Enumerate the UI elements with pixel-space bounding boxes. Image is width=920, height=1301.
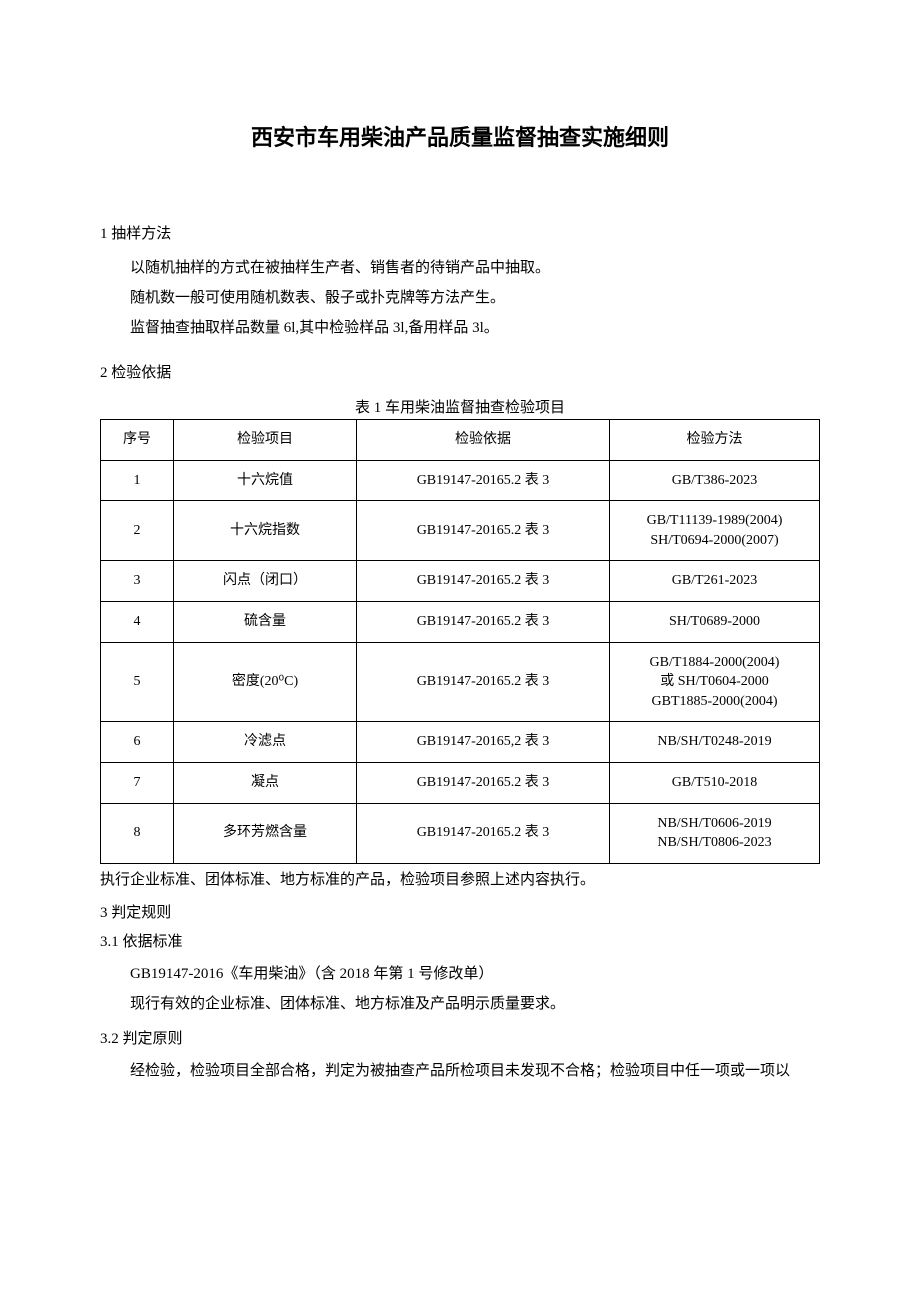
table-row: 6 冷滤点 GB19147-20165,2 表 3 NB/SH/T0248-20… — [101, 722, 820, 763]
cell-item: 密度(20⁰C) — [174, 642, 357, 722]
section-3-1-p1: GB19147-2016《车用柴油》（含 2018 年第 1 号修改单） — [100, 959, 820, 989]
table-row: 4 硫含量 GB19147-20165.2 表 3 SH/T0689-2000 — [101, 601, 820, 642]
cell-seq: 1 — [101, 460, 174, 501]
cell-basis: GB19147-20165.2 表 3 — [357, 460, 610, 501]
cell-basis: GB19147-20165.2 表 3 — [357, 642, 610, 722]
cell-seq: 8 — [101, 803, 174, 863]
cell-basis: GB19147-20165.2 表 3 — [357, 803, 610, 863]
table-row: 1 十六烷值 GB19147-20165.2 表 3 GB/T386-2023 — [101, 460, 820, 501]
header-seq: 序号 — [101, 420, 174, 461]
cell-basis: GB19147-20165.2 表 3 — [357, 501, 610, 561]
cell-method: SH/T0689-2000 — [610, 601, 820, 642]
table-header-row: 序号 检验项目 检验依据 检验方法 — [101, 420, 820, 461]
cell-method: GB/T11139-1989(2004)SH/T0694-2000(2007) — [610, 501, 820, 561]
cell-seq: 5 — [101, 642, 174, 722]
header-basis: 检验依据 — [357, 420, 610, 461]
table-row: 2 十六烷指数 GB19147-20165.2 表 3 GB/T11139-19… — [101, 501, 820, 561]
cell-seq: 7 — [101, 762, 174, 803]
cell-method: GB/T1884-2000(2004)或 SH/T0604-2000GBT188… — [610, 642, 820, 722]
table-body: 1 十六烷值 GB19147-20165.2 表 3 GB/T386-2023 … — [101, 460, 820, 863]
cell-basis: GB19147-20165.2 表 3 — [357, 561, 610, 602]
inspection-table: 序号 检验项目 检验依据 检验方法 1 十六烷值 GB19147-20165.2… — [100, 419, 820, 864]
section-1-heading: 1 抽样方法 — [100, 222, 820, 243]
section-3-1-p2: 现行有效的企业标准、团体标准、地方标准及产品明示质量要求。 — [100, 989, 820, 1019]
section-2-heading: 2 检验依据 — [100, 361, 820, 382]
section-3-1-heading: 3.1 依据标准 — [100, 930, 820, 951]
document-title: 西安市车用柴油产品质量监督抽查实施细则 — [100, 120, 820, 152]
cell-seq: 4 — [101, 601, 174, 642]
cell-item: 冷滤点 — [174, 722, 357, 763]
section-3-2-p1: 经检验，检验项目全部合格，判定为被抽查产品所检项目未发现不合格；检验项目中任一项… — [100, 1056, 820, 1086]
cell-item: 硫含量 — [174, 601, 357, 642]
cell-method: NB/SH/T0606-2019NB/SH/T0806-2023 — [610, 803, 820, 863]
section-1-p3: 监督抽查抽取样品数量 6l,其中检验样品 3l,备用样品 3l。 — [100, 313, 820, 343]
section-3-heading: 3 判定规则 — [100, 901, 820, 922]
cell-item: 闪点（闭口） — [174, 561, 357, 602]
table-caption: 表 1 车用柴油监督抽查检验项目 — [100, 396, 820, 417]
table-row: 7 凝点 GB19147-20165.2 表 3 GB/T510-2018 — [101, 762, 820, 803]
cell-basis: GB19147-20165.2 表 3 — [357, 601, 610, 642]
cell-method: GB/T386-2023 — [610, 460, 820, 501]
document-page: 西安市车用柴油产品质量监督抽查实施细则 1 抽样方法 以随机抽样的方式在被抽样生… — [0, 0, 920, 1301]
cell-method: NB/SH/T0248-2019 — [610, 722, 820, 763]
cell-item: 凝点 — [174, 762, 357, 803]
table-row: 8 多环芳燃含量 GB19147-20165.2 表 3 NB/SH/T0606… — [101, 803, 820, 863]
cell-method: GB/T510-2018 — [610, 762, 820, 803]
cell-seq: 2 — [101, 501, 174, 561]
cell-basis: GB19147-20165,2 表 3 — [357, 722, 610, 763]
cell-method: GB/T261-2023 — [610, 561, 820, 602]
cell-item: 十六烷指数 — [174, 501, 357, 561]
header-item: 检验项目 — [174, 420, 357, 461]
table-row: 3 闪点（闭口） GB19147-20165.2 表 3 GB/T261-202… — [101, 561, 820, 602]
section-1-p1: 以随机抽样的方式在被抽样生产者、销售者的待销产品中抽取。 — [100, 253, 820, 283]
section-3-2-heading: 3.2 判定原则 — [100, 1027, 820, 1048]
table-row: 5 密度(20⁰C) GB19147-20165.2 表 3 GB/T1884-… — [101, 642, 820, 722]
cell-seq: 3 — [101, 561, 174, 602]
cell-seq: 6 — [101, 722, 174, 763]
section-1-p2: 随机数一般可使用随机数表、骰子或扑克牌等方法产生。 — [100, 283, 820, 313]
cell-basis: GB19147-20165.2 表 3 — [357, 762, 610, 803]
cell-item: 多环芳燃含量 — [174, 803, 357, 863]
cell-item: 十六烷值 — [174, 460, 357, 501]
after-table-note: 执行企业标准、团体标准、地方标准的产品，检验项目参照上述内容执行。 — [100, 868, 820, 889]
header-method: 检验方法 — [610, 420, 820, 461]
